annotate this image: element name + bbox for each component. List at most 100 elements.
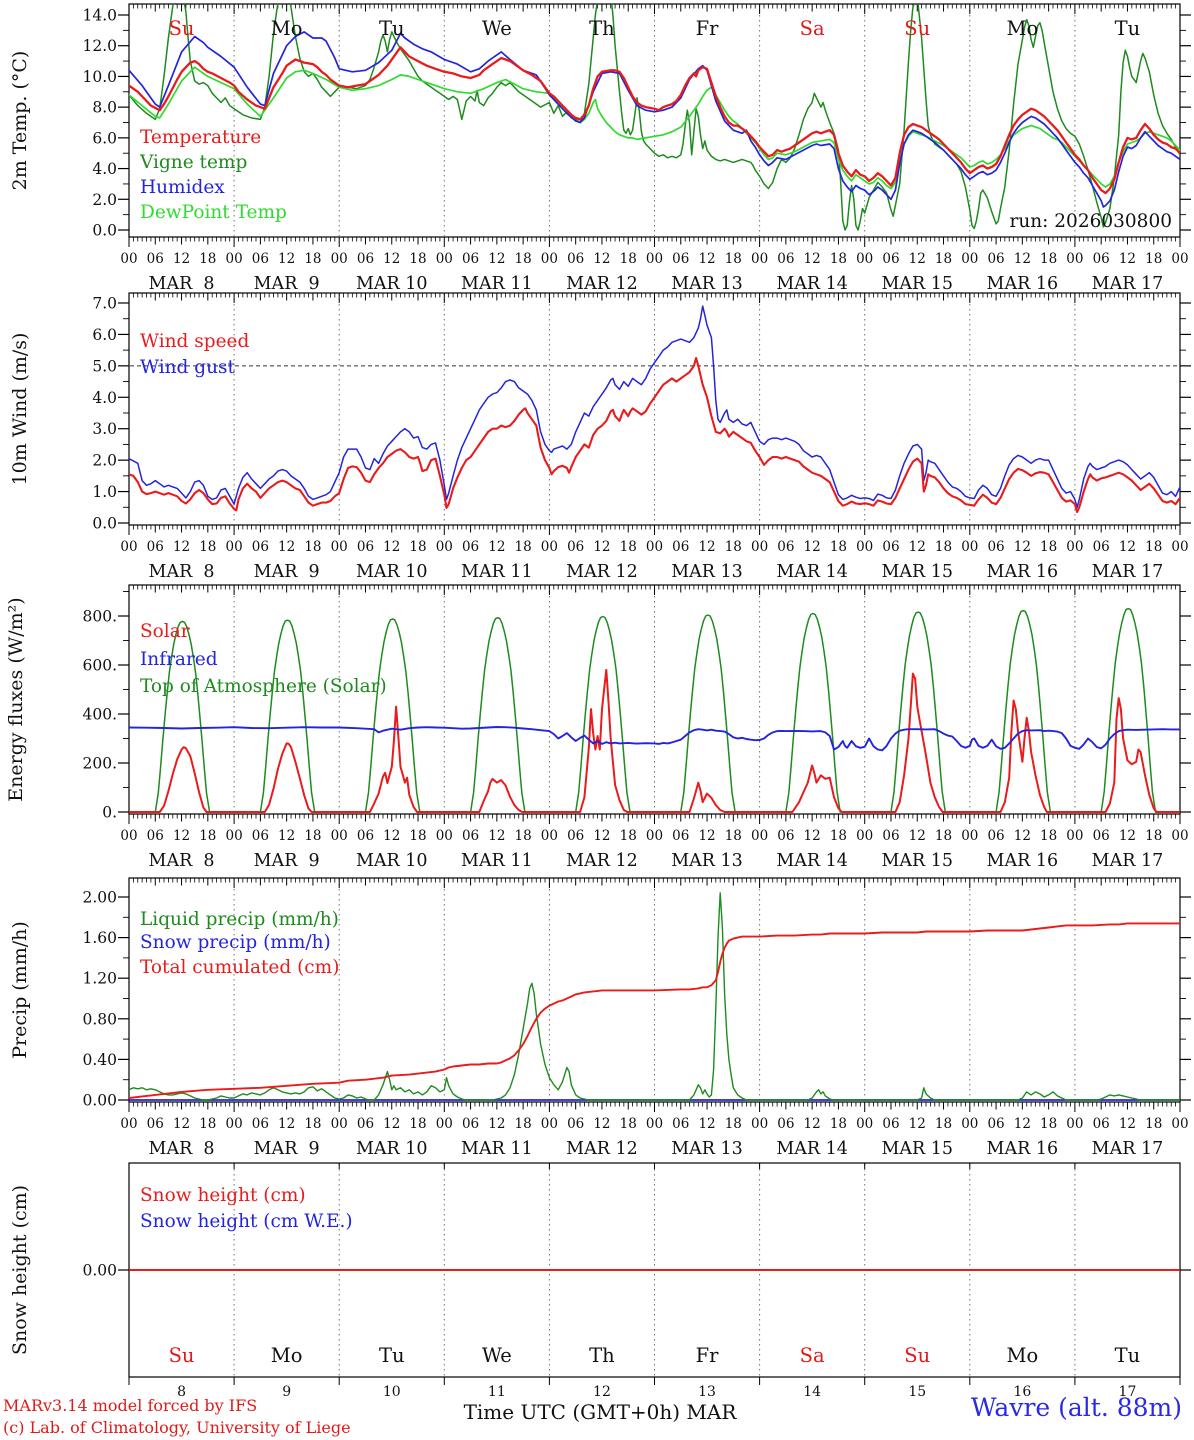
hour-tick-label: 06 bbox=[252, 251, 269, 267]
date-label: MAR 8 bbox=[149, 274, 215, 294]
date-label: MAR 14 bbox=[776, 274, 848, 294]
date-label: MAR 14 bbox=[776, 851, 848, 871]
hour-tick-label: 18 bbox=[620, 1116, 637, 1132]
hour-tick-label: 18 bbox=[409, 251, 426, 267]
hour-tick-label: 18 bbox=[725, 539, 742, 555]
svg-text:7.0: 7.0 bbox=[92, 294, 117, 312]
hour-tick-label: 12 bbox=[1119, 828, 1136, 844]
day-name: Sa bbox=[800, 1344, 825, 1367]
hour-tick-label: 00 bbox=[541, 539, 558, 555]
legend-flux-1: Infrared bbox=[140, 649, 218, 670]
hour-tick-label: 06 bbox=[672, 251, 689, 267]
legend-precip-0: Liquid precip (mm/h) bbox=[140, 909, 339, 930]
hour-tick-label: 18 bbox=[830, 828, 847, 844]
hour-tick-label: 06 bbox=[987, 539, 1004, 555]
day-number: 17 bbox=[1119, 1384, 1137, 1400]
panel-precip: 0.00 0.40 0.80 1.20 1.60 2.00 Liquid precip (m… bbox=[9, 877, 1191, 1159]
hour-tick-label: 18 bbox=[620, 828, 637, 844]
hour-tick-label: 00 bbox=[961, 828, 978, 844]
svg-text:2.00: 2.00 bbox=[82, 889, 117, 907]
day-number: 11 bbox=[488, 1384, 506, 1400]
day-name: Mo bbox=[271, 17, 303, 40]
hour-tick-label: 12 bbox=[909, 251, 926, 267]
date-label: MAR 12 bbox=[566, 562, 638, 582]
hour-tick-label: 06 bbox=[567, 251, 584, 267]
hour-tick-label: 06 bbox=[252, 539, 269, 555]
hour-tick-label: 00 bbox=[120, 828, 137, 844]
date-label: MAR 16 bbox=[987, 851, 1059, 871]
hour-tick-label: 12 bbox=[804, 828, 821, 844]
hour-tick-label: 12 bbox=[698, 1116, 715, 1132]
day-name: Th bbox=[589, 17, 615, 40]
hour-tick-label: 12 bbox=[173, 251, 190, 267]
day-name: Tu bbox=[379, 17, 405, 40]
series-humidex bbox=[129, 31, 1180, 208]
hour-tick-label: 00 bbox=[1066, 1116, 1083, 1132]
svg-text:14.0: 14.0 bbox=[82, 7, 117, 25]
date-label: MAR 10 bbox=[356, 1139, 428, 1159]
day-number: 13 bbox=[698, 1384, 716, 1400]
day-number: 8 bbox=[177, 1384, 186, 1400]
hour-tick-label: 00 bbox=[541, 828, 558, 844]
hour-tick-label: 12 bbox=[488, 1116, 505, 1132]
hour-tick-label: 18 bbox=[515, 1116, 532, 1132]
hour-tick-label: 12 bbox=[1119, 1116, 1136, 1132]
day-name: Su bbox=[169, 17, 195, 40]
hour-tick-label: 18 bbox=[1040, 828, 1057, 844]
hour-tick-label: 00 bbox=[120, 539, 137, 555]
svg-text:0.0: 0.0 bbox=[92, 515, 117, 533]
hour-tick-label: 18 bbox=[304, 539, 321, 555]
legend-precip-2: Total cumulated (cm) bbox=[140, 957, 339, 978]
svg-text:600.: 600. bbox=[82, 657, 117, 675]
svg-text:800.: 800. bbox=[82, 608, 117, 626]
hour-tick-label: 12 bbox=[383, 251, 400, 267]
svg-text:200.: 200. bbox=[82, 755, 117, 773]
hour-tick-label: 06 bbox=[252, 1116, 269, 1132]
date-label: MAR 8 bbox=[149, 1139, 215, 1159]
series-wind-speed bbox=[129, 356, 1180, 514]
ylabel-temp: 2m Temp. (°C) bbox=[9, 51, 31, 191]
date-label: MAR 17 bbox=[1092, 562, 1164, 582]
hour-tick-label: 06 bbox=[1093, 539, 1110, 555]
day-name: Mo bbox=[1006, 1344, 1038, 1367]
hour-tick-label: 18 bbox=[515, 539, 532, 555]
date-label: MAR 15 bbox=[881, 851, 953, 871]
hour-tick-label: 00 bbox=[331, 828, 348, 844]
hour-tick-label: 00 bbox=[120, 1116, 137, 1132]
hour-tick-label: 06 bbox=[882, 251, 899, 267]
hour-tick-label: 06 bbox=[777, 539, 794, 555]
legend-temp-3: DewPoint Temp bbox=[140, 202, 287, 223]
hour-tick-label: 00 bbox=[856, 828, 873, 844]
date-label: MAR 13 bbox=[671, 562, 743, 582]
hour-tick-label: 12 bbox=[1014, 539, 1031, 555]
legend-temp-0: Temperature bbox=[140, 127, 261, 148]
hour-tick-label: 06 bbox=[777, 828, 794, 844]
hour-tick-label: 00 bbox=[646, 251, 663, 267]
day-name: Fr bbox=[696, 1344, 720, 1367]
hour-tick-label: 12 bbox=[593, 539, 610, 555]
hour-tick-label: 12 bbox=[1014, 251, 1031, 267]
hour-tick-label: 18 bbox=[409, 828, 426, 844]
hour-tick-label: 00 bbox=[751, 828, 768, 844]
date-label: MAR 9 bbox=[254, 562, 320, 582]
date-label: MAR 11 bbox=[461, 562, 533, 582]
hour-tick-label: 18 bbox=[199, 251, 216, 267]
hour-tick-label: 00 bbox=[1171, 1116, 1188, 1132]
hour-tick-label: 06 bbox=[567, 828, 584, 844]
date-label: MAR 9 bbox=[254, 274, 320, 294]
hour-tick-label: 18 bbox=[304, 251, 321, 267]
day-number: 10 bbox=[383, 1384, 401, 1400]
svg-text:8.0: 8.0 bbox=[92, 99, 117, 117]
svg-text:0.: 0. bbox=[102, 804, 117, 822]
hour-tick-label: 06 bbox=[147, 828, 164, 844]
hour-tick-label: 12 bbox=[1014, 1116, 1031, 1132]
hour-tick-label: 12 bbox=[383, 828, 400, 844]
svg-text:400.: 400. bbox=[82, 706, 117, 724]
hour-tick-label: 12 bbox=[1119, 539, 1136, 555]
date-label: MAR 17 bbox=[1092, 274, 1164, 294]
date-label: MAR 16 bbox=[987, 562, 1059, 582]
hour-tick-label: 00 bbox=[331, 539, 348, 555]
hour-tick-label: 18 bbox=[935, 1116, 952, 1132]
svg-text:1.60: 1.60 bbox=[82, 929, 117, 947]
